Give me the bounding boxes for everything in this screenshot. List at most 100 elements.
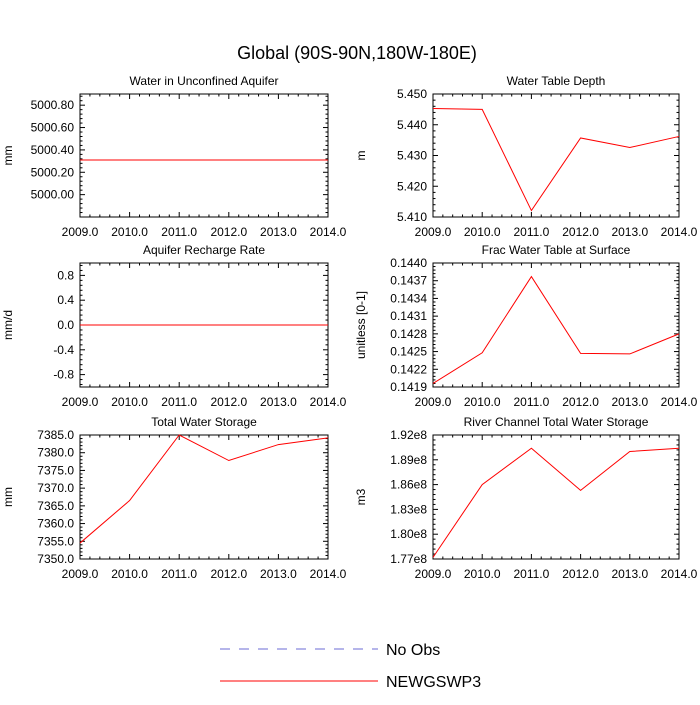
x-tick-label: 2009.0 xyxy=(62,225,99,239)
y-tick-label: 5.450 xyxy=(397,87,427,101)
y-tick-label: 0.1428 xyxy=(390,327,427,341)
chart-panel-6: River Channel Total Water Storage 2009.0 2… xyxy=(354,415,698,581)
legend-label-no-obs: No Obs xyxy=(386,642,440,659)
y-tick-label: 5000.60 xyxy=(31,121,75,135)
y-tick-label: 7385.0 xyxy=(37,428,74,442)
panel-title: Total Water Storage xyxy=(151,415,257,429)
figure-title: Global (90S-90N,180W-180E) xyxy=(237,43,477,63)
y-tick-label: 1.83e8 xyxy=(390,502,427,516)
panel-title: River Channel Total Water Storage xyxy=(464,415,649,429)
y-tick-label: 0.1440 xyxy=(390,256,427,270)
chart-panel-3: Aquifer Recharge Rate 2009.0 2010.0 2011.0 2… xyxy=(1,243,347,409)
series-line-newgswp3 xyxy=(79,434,329,544)
x-tick-label: 2013.0 xyxy=(260,225,297,239)
y-axis-label: unitless [0-1] xyxy=(354,291,368,359)
x-tick-label: 2011.0 xyxy=(513,567,549,581)
y-tick-label: 0.1437 xyxy=(390,274,427,288)
y-tick-label: 1.80e8 xyxy=(390,527,427,541)
y-tick-label: 5000.20 xyxy=(31,165,75,179)
y-tick-label: 5000.40 xyxy=(31,143,75,157)
x-tick-label: 2014.0 xyxy=(310,567,347,581)
x-tick-label: 2012.0 xyxy=(210,567,247,581)
y-tick-label: 0.1425 xyxy=(390,345,427,359)
x-tick-label: 2010.0 xyxy=(464,567,501,581)
y-axis-label: mm/d xyxy=(1,310,15,340)
x-tick-label: 2012.0 xyxy=(210,225,247,239)
series-line-newgswp3 xyxy=(432,275,680,384)
y-tick-label: 5.440 xyxy=(397,118,427,132)
chart-panel-4: Frac Water Table at Surface 2009.0 2010.0 2… xyxy=(354,243,698,409)
plot-frame xyxy=(432,434,680,560)
x-tick-label: 2012.0 xyxy=(562,567,599,581)
x-tick-label: 2009.0 xyxy=(415,567,452,581)
plot-frame xyxy=(432,93,680,218)
x-tick-label: 2012.0 xyxy=(562,225,599,239)
y-tick-label: 0.1419 xyxy=(390,380,427,394)
series-line-newgswp3 xyxy=(432,447,680,558)
y-axis-label: m xyxy=(354,151,368,161)
y-tick-label: 0.0 xyxy=(57,318,74,332)
y-tick-label: 7375.0 xyxy=(37,463,74,477)
y-tick-label: 7365.0 xyxy=(37,499,74,513)
y-tick-label: 1.92e8 xyxy=(390,428,427,442)
x-tick-label: 2011.0 xyxy=(161,567,197,581)
y-tick-label: 5.410 xyxy=(397,210,427,224)
y-tick-label: 5000.00 xyxy=(31,188,75,202)
x-tick-label: 2009.0 xyxy=(62,395,99,409)
x-tick-label: 2011.0 xyxy=(161,395,197,409)
plot-frame xyxy=(79,93,329,218)
plot-frame xyxy=(79,434,329,560)
x-tick-label: 2013.0 xyxy=(611,225,648,239)
x-tick-label: 2012.0 xyxy=(562,395,599,409)
y-tick-label: 7355.0 xyxy=(37,534,74,548)
y-tick-label: 1.86e8 xyxy=(390,478,427,492)
y-tick-label: 7370.0 xyxy=(37,481,74,495)
x-tick-label: 2011.0 xyxy=(161,225,197,239)
x-tick-label: 2014.0 xyxy=(310,395,347,409)
x-tick-label: 2010.0 xyxy=(464,395,501,409)
y-tick-label: -0.4 xyxy=(53,343,74,357)
panel-title: Water Table Depth xyxy=(507,74,606,88)
y-axis-label: mm xyxy=(1,146,15,166)
y-tick-label: 0.1422 xyxy=(390,362,427,376)
x-tick-label: 2009.0 xyxy=(415,225,452,239)
x-tick-label: 2014.0 xyxy=(310,225,347,239)
panel-title: Aquifer Recharge Rate xyxy=(143,243,265,257)
x-tick-label: 2013.0 xyxy=(260,395,297,409)
chart-panel-1: Water in Unconfined Aquifer 2009.0 2010.0 2… xyxy=(1,74,347,239)
panel-title: Water in Unconfined Aquifer xyxy=(130,74,279,88)
y-tick-label: 0.4 xyxy=(57,293,74,307)
y-tick-label: 7360.0 xyxy=(37,517,74,531)
x-tick-label: 2009.0 xyxy=(62,567,99,581)
y-tick-label: 1.77e8 xyxy=(390,552,427,566)
y-tick-label: 0.1434 xyxy=(390,291,427,305)
y-tick-label: -0.8 xyxy=(53,368,74,382)
chart-panels: Water in Unconfined Aquifer 2009.0 2010.0 2… xyxy=(1,74,698,581)
y-tick-label: 0.1431 xyxy=(390,309,427,323)
x-tick-label: 2010.0 xyxy=(464,225,501,239)
plot-frame xyxy=(432,262,680,388)
x-tick-label: 2010.0 xyxy=(111,567,148,581)
panel-title: Frac Water Table at Surface xyxy=(482,243,631,257)
x-tick-label: 2013.0 xyxy=(611,395,648,409)
legend: No Obs NEWGSWP3 xyxy=(220,642,481,691)
x-tick-label: 2011.0 xyxy=(513,225,549,239)
x-tick-label: 2012.0 xyxy=(210,395,247,409)
legend-label-newgswp3: NEWGSWP3 xyxy=(386,674,481,691)
y-tick-label: 7380.0 xyxy=(37,446,74,460)
x-tick-label: 2013.0 xyxy=(611,567,648,581)
y-tick-label: 5.430 xyxy=(397,149,427,163)
y-axis-label: mm xyxy=(1,487,15,507)
series-line-newgswp3 xyxy=(432,107,680,212)
chart-panel-5: Total Water Storage 2009.0 2010.0 2011.0 201… xyxy=(1,415,347,581)
y-tick-label: 5000.80 xyxy=(31,98,75,112)
y-tick-label: 0.8 xyxy=(57,268,74,282)
x-tick-label: 2013.0 xyxy=(260,567,297,581)
x-tick-label: 2014.0 xyxy=(661,395,698,409)
y-tick-label: 5.420 xyxy=(397,179,427,193)
x-tick-label: 2011.0 xyxy=(513,395,549,409)
chart-panel-2: Water Table Depth 2009.0 2010.0 2011.0 2012.… xyxy=(354,74,698,239)
y-tick-label: 7350.0 xyxy=(37,552,74,566)
